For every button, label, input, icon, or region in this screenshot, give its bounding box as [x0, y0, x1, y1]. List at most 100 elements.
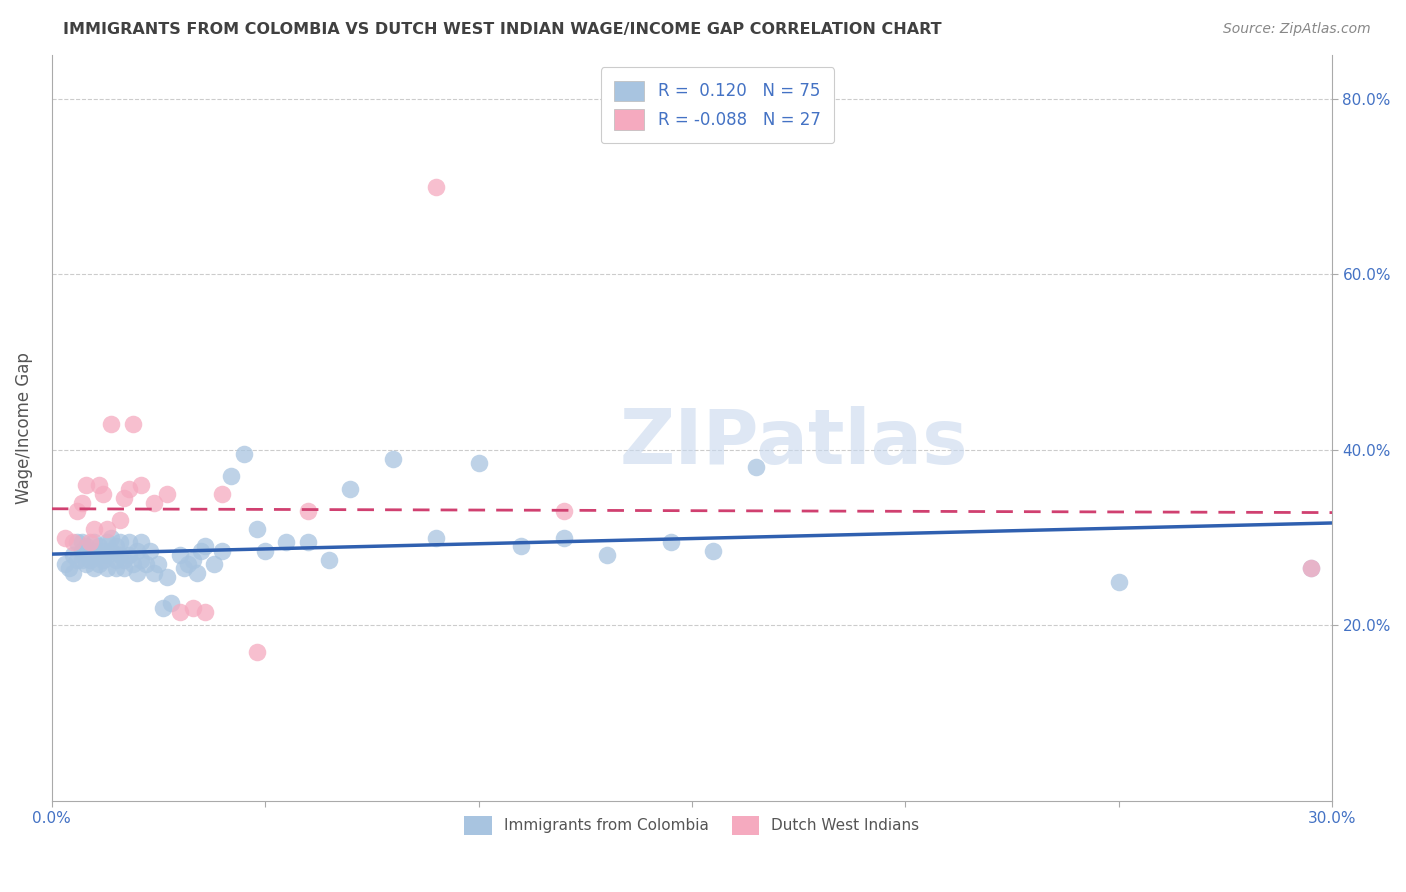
Point	[173, 561, 195, 575]
Point	[194, 540, 217, 554]
Point	[169, 548, 191, 562]
Point	[181, 600, 204, 615]
Point	[117, 548, 139, 562]
Point	[177, 557, 200, 571]
Point	[58, 561, 80, 575]
Point	[70, 495, 93, 509]
Point	[121, 557, 143, 571]
Point	[152, 600, 174, 615]
Point	[96, 548, 118, 562]
Point	[96, 522, 118, 536]
Point	[96, 561, 118, 575]
Point	[202, 557, 225, 571]
Point	[62, 566, 84, 580]
Point	[62, 548, 84, 562]
Point	[194, 605, 217, 619]
Text: IMMIGRANTS FROM COLOMBIA VS DUTCH WEST INDIAN WAGE/INCOME GAP CORRELATION CHART: IMMIGRANTS FROM COLOMBIA VS DUTCH WEST I…	[63, 22, 942, 37]
Point	[553, 504, 575, 518]
Point	[467, 456, 489, 470]
Point	[83, 535, 105, 549]
Point	[143, 495, 166, 509]
Y-axis label: Wage/Income Gap: Wage/Income Gap	[15, 352, 32, 504]
Point	[127, 566, 149, 580]
Point	[75, 478, 97, 492]
Point	[339, 483, 361, 497]
Point	[510, 540, 533, 554]
Point	[121, 417, 143, 431]
Point	[79, 535, 101, 549]
Point	[1299, 561, 1322, 575]
Point	[83, 544, 105, 558]
Point	[83, 561, 105, 575]
Point	[318, 552, 340, 566]
Point	[87, 557, 110, 571]
Point	[156, 487, 179, 501]
Point	[75, 540, 97, 554]
Point	[108, 535, 131, 549]
Point	[1299, 561, 1322, 575]
Point	[276, 535, 298, 549]
Point	[425, 531, 447, 545]
Point	[53, 557, 76, 571]
Point	[297, 535, 319, 549]
Point	[87, 540, 110, 554]
Point	[66, 535, 89, 549]
Point	[659, 535, 682, 549]
Point	[127, 544, 149, 558]
Point	[148, 557, 170, 571]
Legend: Immigrants from Colombia, Dutch West Indians: Immigrants from Colombia, Dutch West Ind…	[454, 805, 931, 846]
Point	[160, 597, 183, 611]
Point	[100, 417, 122, 431]
Point	[425, 179, 447, 194]
Point	[79, 548, 101, 562]
Point	[190, 544, 212, 558]
Point	[219, 469, 242, 483]
Point	[83, 522, 105, 536]
Point	[91, 487, 114, 501]
Point	[139, 544, 162, 558]
Point	[1108, 574, 1130, 589]
Point	[156, 570, 179, 584]
Point	[87, 478, 110, 492]
Point	[100, 544, 122, 558]
Point	[211, 544, 233, 558]
Point	[112, 491, 135, 506]
Point	[117, 535, 139, 549]
Point	[112, 561, 135, 575]
Point	[297, 504, 319, 518]
Point	[112, 552, 135, 566]
Point	[254, 544, 277, 558]
Point	[246, 645, 269, 659]
Text: ZIPatlas: ZIPatlas	[620, 406, 969, 480]
Point	[104, 561, 127, 575]
Point	[79, 552, 101, 566]
Point	[246, 522, 269, 536]
Point	[211, 487, 233, 501]
Point	[232, 447, 254, 461]
Point	[108, 513, 131, 527]
Point	[70, 535, 93, 549]
Point	[382, 451, 405, 466]
Point	[169, 605, 191, 619]
Point	[117, 483, 139, 497]
Point	[100, 531, 122, 545]
Point	[131, 552, 153, 566]
Point	[91, 552, 114, 566]
Point	[131, 478, 153, 492]
Point	[53, 531, 76, 545]
Point	[181, 552, 204, 566]
Point	[702, 544, 724, 558]
Point	[91, 544, 114, 558]
Point	[135, 557, 157, 571]
Point	[595, 548, 617, 562]
Point	[553, 531, 575, 545]
Point	[87, 548, 110, 562]
Point	[745, 460, 768, 475]
Point	[104, 540, 127, 554]
Point	[104, 552, 127, 566]
Point	[75, 557, 97, 571]
Point	[70, 544, 93, 558]
Point	[66, 552, 89, 566]
Point	[70, 552, 93, 566]
Point	[66, 504, 89, 518]
